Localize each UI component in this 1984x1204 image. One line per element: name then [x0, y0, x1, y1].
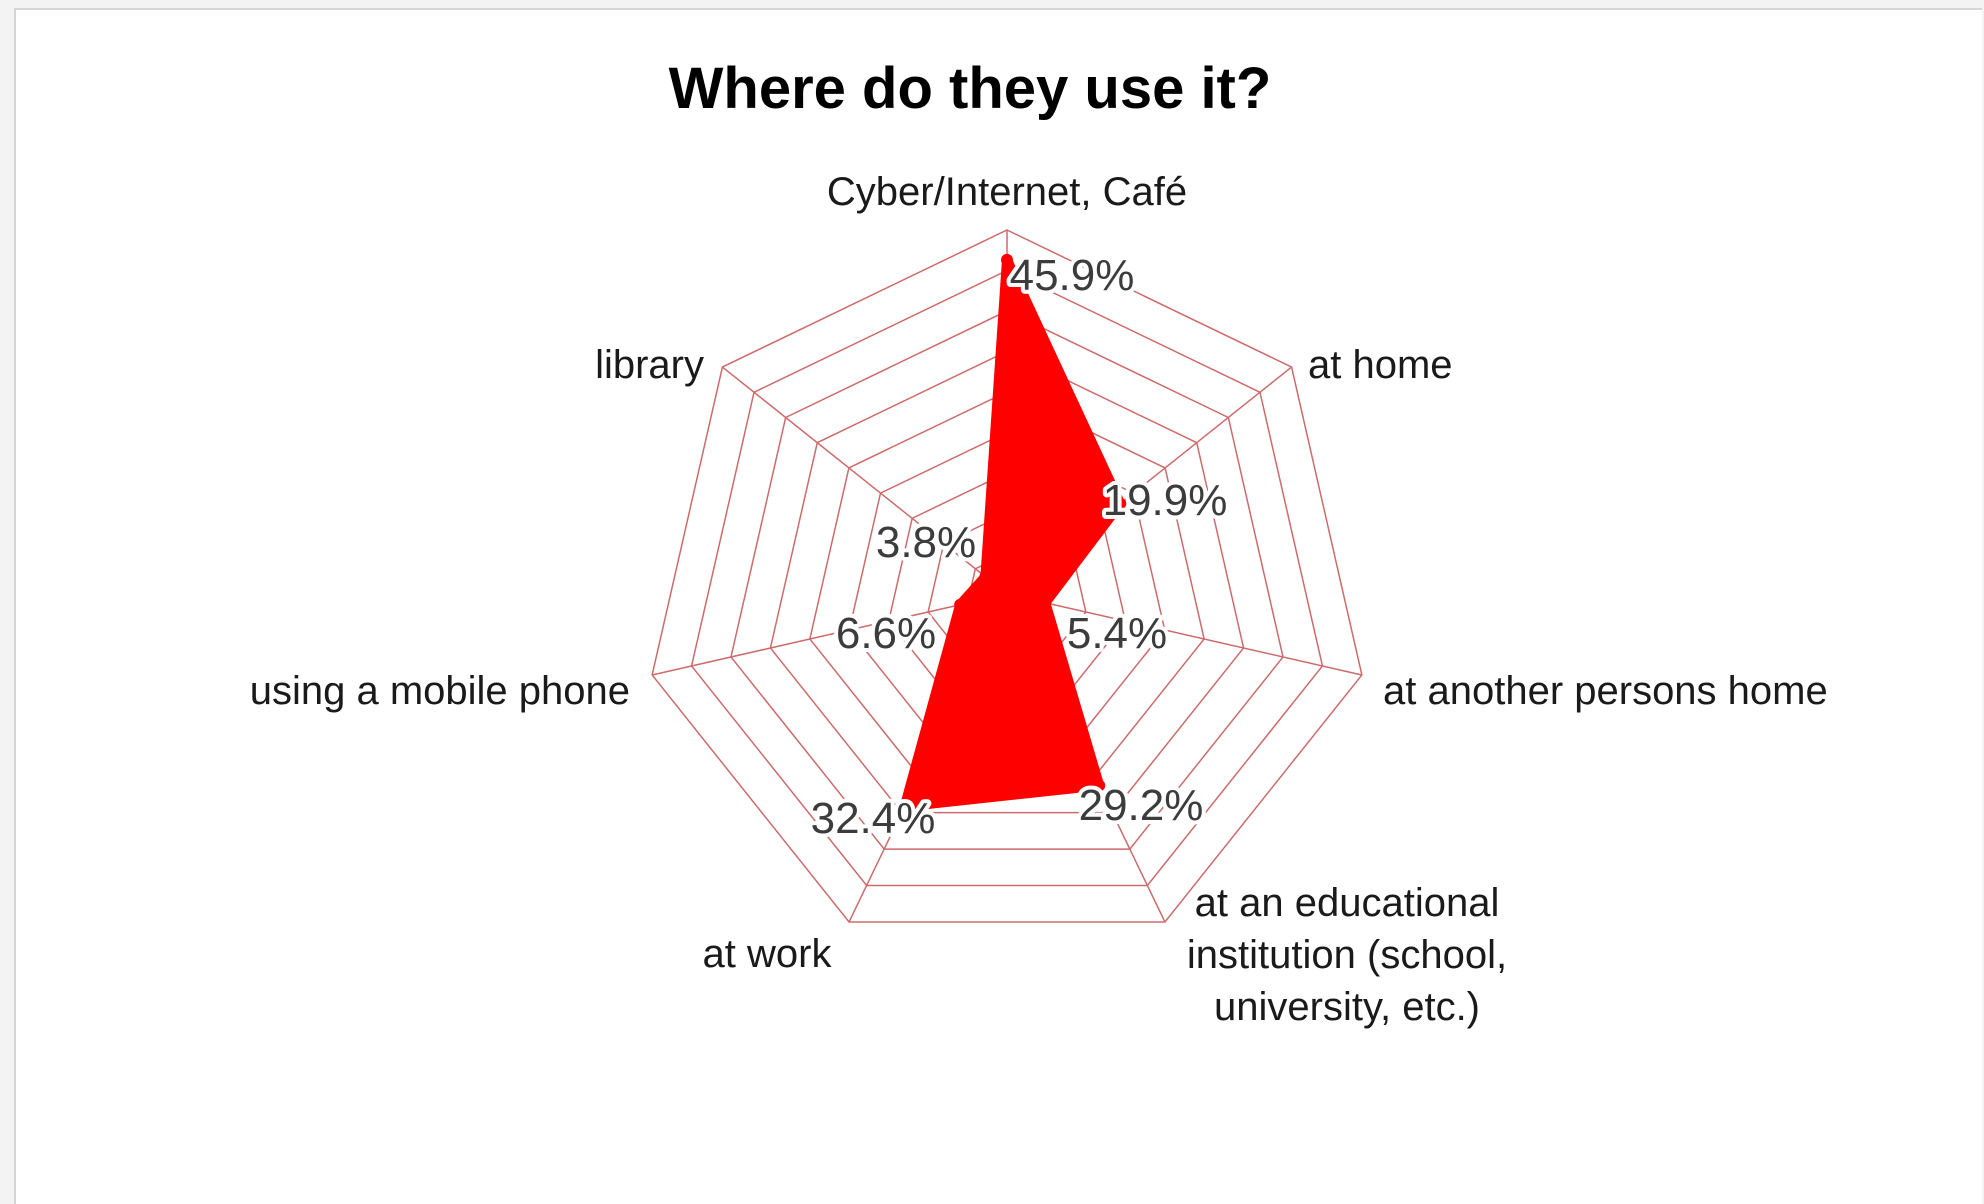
value-label: 6.6% [836, 609, 936, 658]
category-label: using a mobile phone [250, 669, 630, 713]
grid-ring [769, 350, 1245, 814]
value-label: 45.9% [1010, 251, 1135, 300]
value-labels: 45.9% 19.9% 5.4% 29.2% 32.4% 6.6% 3.8% [807, 247, 1232, 847]
series-area [899, 254, 1126, 812]
grid-spoke [721, 366, 1008, 595]
grid-spoke [1006, 593, 1363, 676]
category-label: at work [703, 932, 833, 976]
data-point [1039, 596, 1052, 609]
category-label: at an educational institution (school, uni… [1187, 881, 1507, 1029]
category-label: at another persons home [1383, 669, 1828, 713]
grid-spoke [651, 593, 1008, 676]
data-point [898, 800, 911, 813]
grid-ring [651, 229, 1363, 923]
data-point [1001, 253, 1013, 266]
data-point [979, 570, 992, 583]
data-point [1093, 779, 1106, 792]
value-label: 19.9% [1103, 476, 1228, 525]
value-label: 32.4% [811, 794, 936, 843]
category-label: Cyber/Internet, Café [827, 170, 1187, 214]
data-point [1114, 497, 1127, 510]
radar-series [898, 253, 1127, 813]
category-label: at home [1308, 343, 1453, 387]
data-point [954, 598, 967, 611]
value-label: 3.8% [876, 518, 976, 567]
grid-ring [730, 310, 1284, 850]
chart-title: Where do they use it? [669, 56, 1272, 121]
grid-ring [690, 269, 1324, 887]
category-labels: Cyber/Internet, Café at home at another pe… [250, 170, 1828, 1029]
value-label: 5.4% [1067, 609, 1167, 658]
value-label: 29.2% [1079, 781, 1204, 830]
category-label: library [595, 343, 704, 387]
